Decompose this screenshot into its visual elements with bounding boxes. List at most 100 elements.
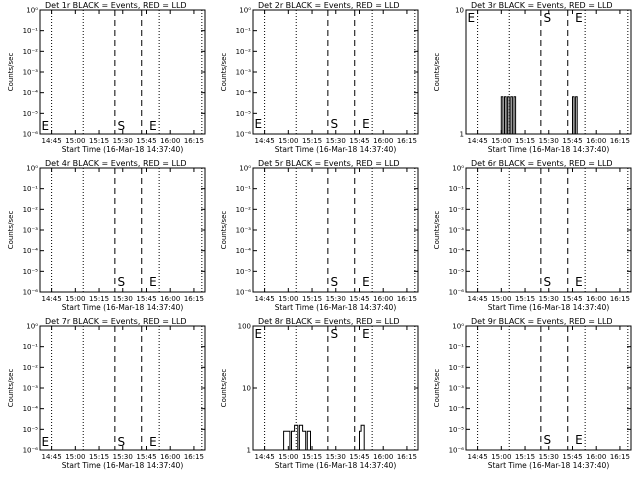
plot-frame <box>39 9 206 135</box>
x-tick-label: 14:45 <box>42 295 62 303</box>
x-tick-label: 15:00 <box>491 295 511 303</box>
y-tick-label: 10 <box>455 7 464 15</box>
x-tick-label: 15:15 <box>302 453 322 461</box>
x-tick-label: 14:45 <box>255 295 275 303</box>
y-tick-label: 10⁻³ <box>236 227 252 235</box>
y-tick-label: 10⁻⁶ <box>236 289 252 297</box>
x-tick-label: 15:15 <box>89 137 109 145</box>
x-axis-label: Start Time (16-Mar-18 14:37:40) <box>488 303 610 312</box>
y-tick-label: 10⁻¹ <box>23 185 39 193</box>
x-tick-label: 15:45 <box>562 137 582 145</box>
marker-label: S <box>543 433 551 447</box>
x-tick-label: 16:00 <box>373 453 393 461</box>
y-tick-label: 10⁻³ <box>236 69 252 77</box>
panel-3: Det 3r BLACK = Events, RED = LLD 1 10 Count… <box>433 1 632 154</box>
x-axis-label: Start Time (16-Mar-18 14:37:40) <box>275 145 397 154</box>
x-tick-label: 15:15 <box>515 295 535 303</box>
panel-title: Det 8r BLACK = Events, RED = LLD <box>258 317 400 326</box>
y-axis-label: Counts/sec <box>433 211 441 250</box>
x-tick-label: 15:30 <box>113 295 133 303</box>
x-tick-label: 14:45 <box>255 453 275 461</box>
plot-frame <box>252 325 419 451</box>
panel-title: Det 2r BLACK = Events, RED = LLD <box>258 1 400 10</box>
y-tick-label: 10⁻⁵ <box>236 268 252 276</box>
x-tick-label: 15:45 <box>349 295 369 303</box>
panel-9: Det 9r BLACK = Events, RED = LLD 10⁻⁶ 10⁻⁵… <box>433 317 632 470</box>
y-tick-label: 10⁻⁶ <box>449 447 465 455</box>
x-tick-label: 16:15 <box>610 453 630 461</box>
marker-label: S <box>117 435 125 449</box>
y-tick-label: 10⁻² <box>23 364 39 372</box>
y-tick-label: 10⁻⁶ <box>23 131 39 139</box>
x-tick-label: 15:45 <box>136 137 156 145</box>
y-tick-label: 1 <box>460 131 464 139</box>
y-tick-label: 10⁻⁵ <box>449 268 465 276</box>
x-tick-label: 16:00 <box>586 295 606 303</box>
x-axis-label: Start Time (16-Mar-18 14:37:40) <box>62 145 184 154</box>
x-tick-label: 15:45 <box>562 295 582 303</box>
y-tick-label: 10⁻³ <box>449 227 465 235</box>
y-tick-label: 10⁰ <box>26 7 38 15</box>
x-tick-label: 15:15 <box>302 295 322 303</box>
x-tick-label: 15:30 <box>539 137 559 145</box>
panel-title: Det 9r BLACK = Events, RED = LLD <box>471 317 613 326</box>
marker-label: E <box>362 327 370 341</box>
x-tick-label: 16:00 <box>586 453 606 461</box>
x-tick-label: 15:45 <box>349 453 369 461</box>
y-tick-label: 10⁻² <box>236 206 252 214</box>
y-tick-label: 10⁻³ <box>23 69 39 77</box>
x-tick-label: 16:00 <box>586 137 606 145</box>
x-tick-label: 15:00 <box>278 453 298 461</box>
x-tick-label: 15:30 <box>539 453 559 461</box>
x-tick-label: 15:45 <box>349 137 369 145</box>
y-tick-label: 10 <box>242 385 251 393</box>
x-tick-label: 16:00 <box>160 295 180 303</box>
y-tick-label: 10⁻⁶ <box>236 131 252 139</box>
marker-label: E <box>255 327 263 341</box>
x-tick-label: 16:15 <box>397 137 417 145</box>
x-axis-label: Start Time (16-Mar-18 14:37:40) <box>275 303 397 312</box>
x-axis-label: Start Time (16-Mar-18 14:37:40) <box>275 461 397 470</box>
y-tick-label: 10⁻⁴ <box>236 89 252 97</box>
x-tick-label: 15:00 <box>278 137 298 145</box>
plot-frame <box>39 167 206 293</box>
marker-label: E <box>362 117 370 131</box>
y-tick-label: 10⁻⁵ <box>23 268 39 276</box>
x-tick-label: 16:15 <box>397 453 417 461</box>
panel-1: Det 1r BLACK = Events, RED = LLD 10⁻⁶ 10⁻⁵… <box>7 1 206 154</box>
marker-label: S <box>330 275 338 289</box>
y-tick-label: 10⁻⁴ <box>23 247 39 255</box>
plot-frame <box>465 325 632 451</box>
marker-label: S <box>117 275 125 289</box>
y-tick-label: 10⁻⁴ <box>23 89 39 97</box>
x-tick-label: 15:00 <box>491 453 511 461</box>
y-tick-label: 1 <box>247 447 251 455</box>
y-axis-label: Counts/sec <box>220 369 228 408</box>
marker-label: E <box>149 119 157 133</box>
x-axis-label: Start Time (16-Mar-18 14:37:40) <box>488 461 610 470</box>
x-tick-label: 16:00 <box>373 295 393 303</box>
x-tick-label: 15:30 <box>113 453 133 461</box>
x-tick-label: 15:15 <box>89 295 109 303</box>
x-axis-label: Start Time (16-Mar-18 14:37:40) <box>62 303 184 312</box>
y-axis-label: Counts/sec <box>7 53 15 92</box>
y-tick-label: 10⁻⁶ <box>449 289 465 297</box>
marker-label: S <box>543 11 551 25</box>
y-tick-label: 10⁻³ <box>23 385 39 393</box>
plot-frame <box>465 9 632 135</box>
x-tick-label: 15:45 <box>562 453 582 461</box>
y-tick-label: 10⁻¹ <box>236 185 252 193</box>
y-tick-label: 10⁻¹ <box>449 343 465 351</box>
y-tick-label: 10⁻⁶ <box>23 289 39 297</box>
y-tick-label: 10⁻⁴ <box>236 247 252 255</box>
y-tick-label: 100 <box>238 323 251 331</box>
panel-8: Det 8r BLACK = Events, RED = LLD 1 10 100 Co… <box>220 317 419 470</box>
x-tick-label: 16:15 <box>184 453 204 461</box>
x-tick-label: 15:15 <box>302 137 322 145</box>
marker-label: E <box>42 435 50 449</box>
plot-frame <box>39 325 206 451</box>
y-tick-label: 10⁻² <box>23 48 39 56</box>
x-axis-label: Start Time (16-Mar-18 14:37:40) <box>488 145 610 154</box>
x-tick-label: 15:00 <box>491 137 511 145</box>
y-axis-label: Counts/sec <box>220 211 228 250</box>
